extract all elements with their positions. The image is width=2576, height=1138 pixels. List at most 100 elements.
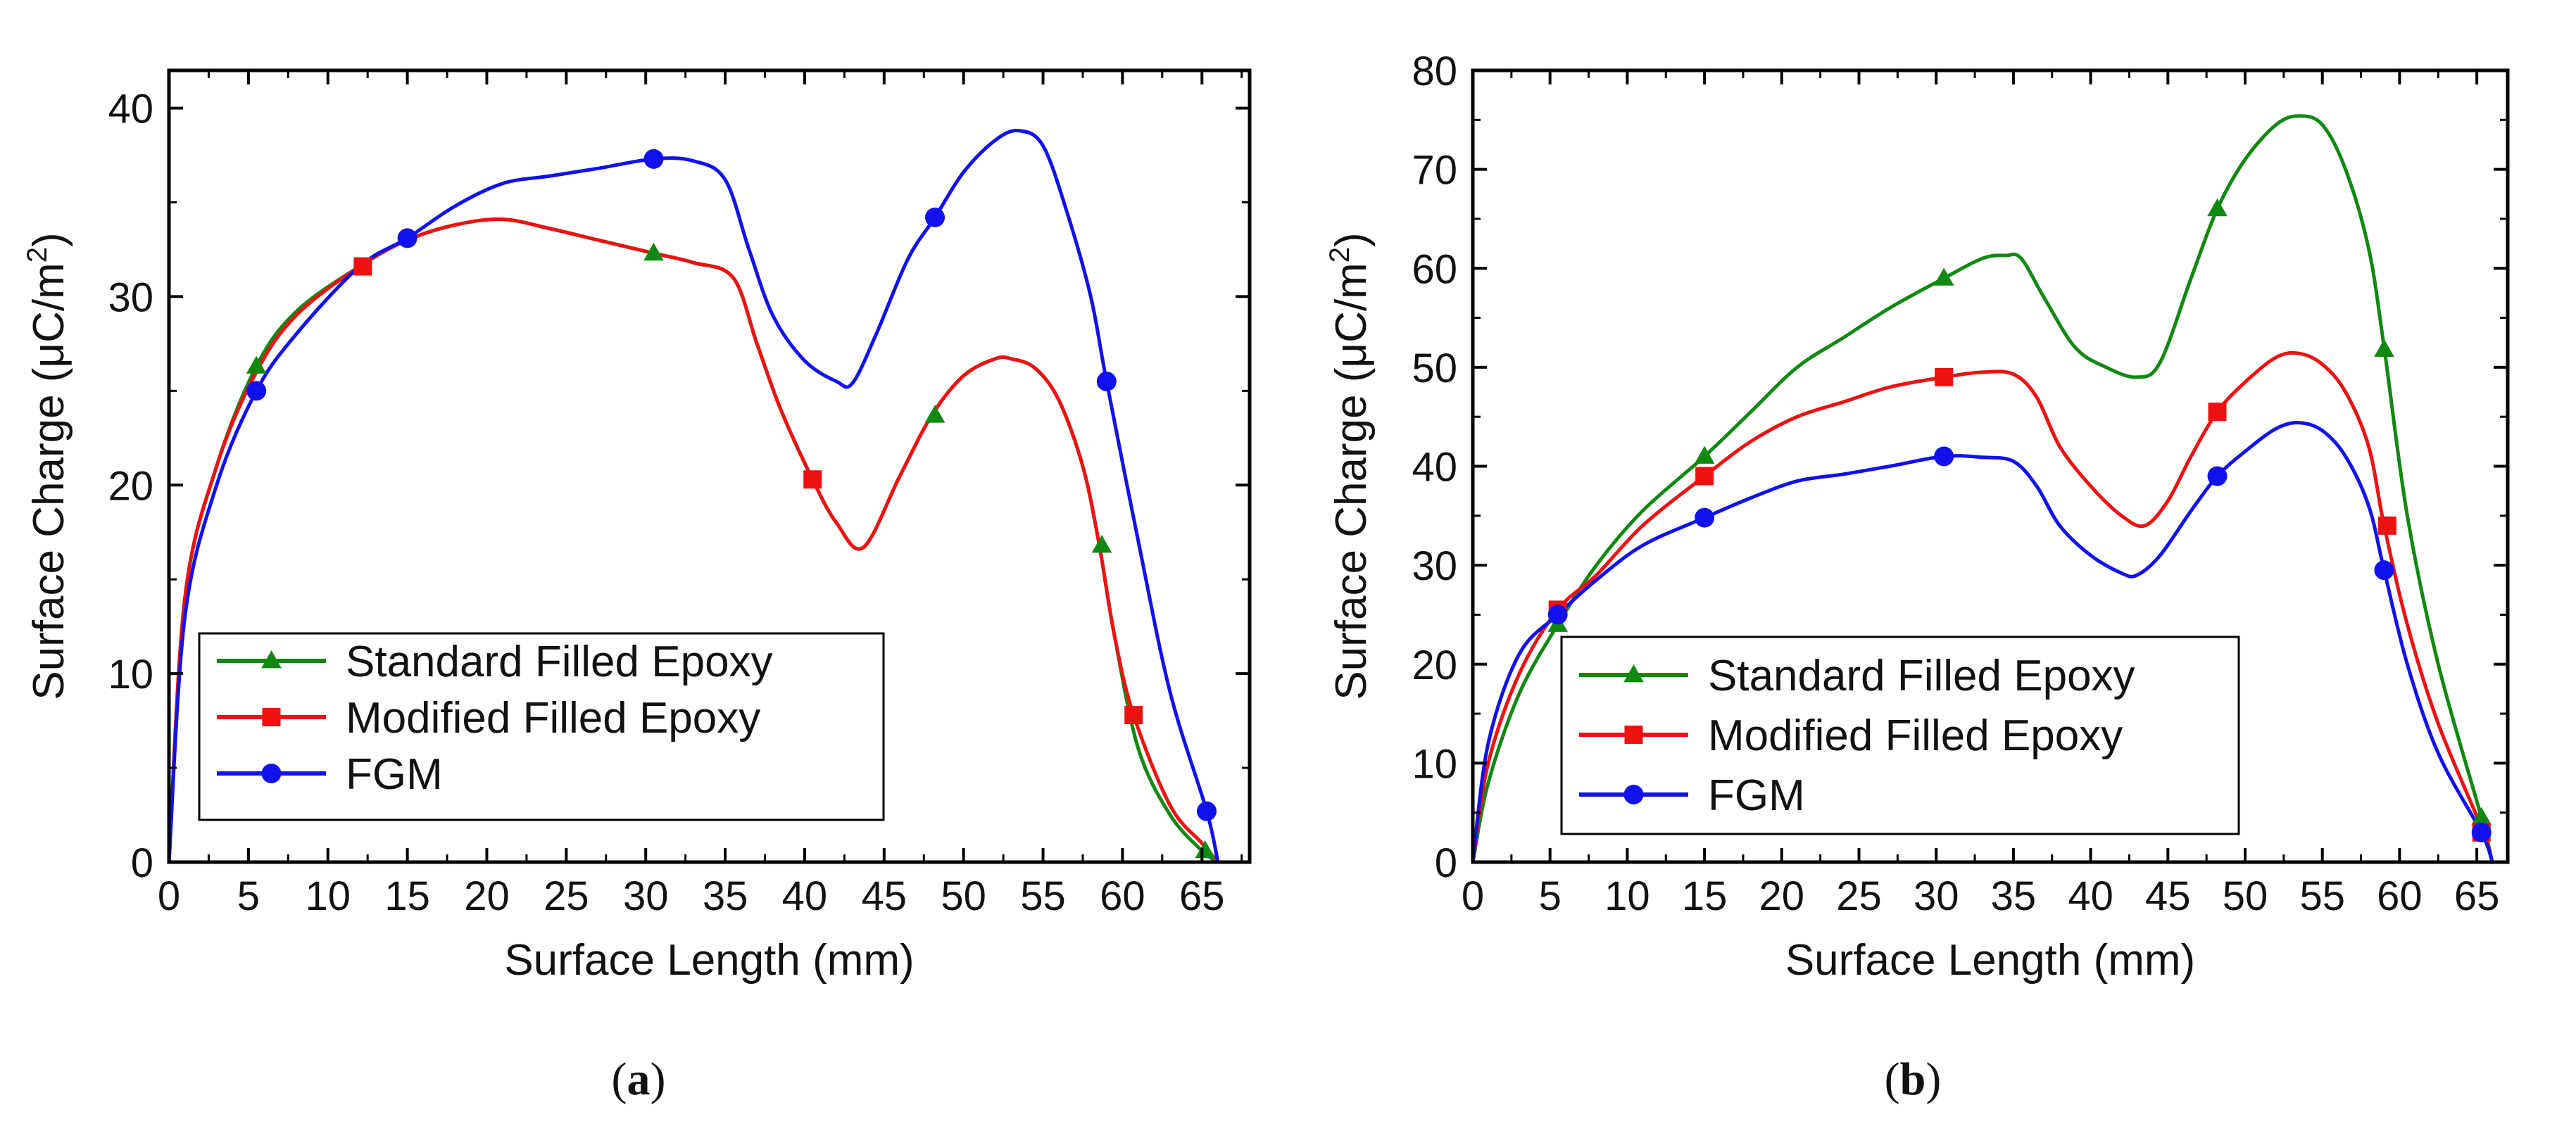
x-tick-label-a-10: 50 — [941, 873, 986, 919]
legend-label-b-0: Standard Filled Epoxy — [1708, 652, 2135, 700]
x-tick-label-b-8: 40 — [2068, 873, 2113, 919]
y-tick-label-b-8: 80 — [1412, 49, 1457, 94]
data-point-b-1-4 — [2377, 516, 2396, 535]
panel-caption-letter-a: a — [627, 1054, 651, 1105]
chart-panel-b: 0 5 10 15 20 25 30 35 40 45 50 55 60 65 0 10 20 30 40 50 60 7… — [1324, 49, 2510, 1105]
x-tick-label-a-3: 15 — [384, 873, 430, 919]
data-point-b-1-1 — [1695, 467, 1714, 486]
x-tick-label-b-13: 65 — [2454, 873, 2500, 919]
y-axis-label-sup-a: 2 — [22, 247, 53, 263]
series-line-b-2 — [1473, 421, 2494, 863]
legend-marker-b-1 — [1624, 726, 1643, 744]
x-tick-label-b-0: 0 — [1462, 873, 1484, 919]
chart-panel-a: 0 5 10 15 20 25 30 35 40 45 50 55 60 65 0 10 20 30 40 Surfa… — [22, 68, 1252, 1105]
x-tick-label-b-1: 5 — [1539, 873, 1562, 919]
y-axis-label-b: Surface Charge (μC/m2) — [1324, 232, 1376, 700]
x-tick-label-b-2: 10 — [1604, 873, 1650, 919]
data-point-a-1-2 — [1124, 706, 1143, 725]
panel-caption-b: (b) — [1885, 1054, 1942, 1105]
y-tick-label-a-0: 0 — [131, 840, 153, 886]
data-point-a-0-3 — [1091, 535, 1112, 553]
legend-b: Standard Filled Epoxy Modified Filled Epo… — [1560, 636, 2240, 835]
data-point-b-2-1 — [1695, 507, 1715, 528]
data-point-b-2-4 — [2374, 560, 2394, 581]
x-tick-label-b-12: 60 — [2377, 873, 2423, 919]
y-axis-label-a: Surface Charge (μC/m2) — [22, 232, 73, 700]
x-tick-label-a-13: 65 — [1179, 873, 1225, 919]
legend-marker-b-2 — [1623, 785, 1644, 804]
data-point-a-0-1 — [643, 242, 664, 261]
data-point-b-0-2 — [1933, 267, 1954, 286]
x-tick-label-b-4: 20 — [1759, 873, 1805, 919]
x-tick-label-a-0: 0 — [158, 873, 180, 919]
data-point-a-2-4 — [1096, 371, 1117, 391]
x-tick-label-a-1: 5 — [237, 873, 260, 919]
y-axis-label-sup-b: 2 — [1324, 247, 1355, 263]
data-point-a-0-0 — [246, 355, 267, 374]
data-point-b-2-2 — [1934, 446, 1954, 467]
y-tick-label-b-4: 40 — [1412, 445, 1457, 491]
data-point-a-2-0 — [246, 381, 267, 401]
x-tick-label-a-12: 60 — [1100, 873, 1145, 919]
data-point-a-0-4 — [1195, 840, 1216, 859]
legend-marker-a-0 — [261, 650, 282, 669]
legend-a: Standard Filled Epoxy Modified Filled Epo… — [198, 632, 885, 821]
legend-label-b-1: Modified Filled Epoxy — [1708, 712, 2123, 760]
x-tick-label-a-7: 35 — [703, 873, 748, 919]
data-point-b-2-5 — [2471, 822, 2492, 842]
y-tick-label-b-5: 50 — [1412, 346, 1457, 391]
legend-marker-a-1 — [262, 708, 281, 726]
data-point-b-1-2 — [1935, 367, 1954, 386]
data-point-b-1-3 — [2208, 403, 2227, 422]
data-point-a-1-0 — [353, 257, 372, 276]
legend-marker-a-2 — [261, 764, 282, 783]
data-point-a-2-3 — [925, 207, 945, 227]
plot-frame-a — [167, 68, 1252, 864]
y-tick-label-a-1: 10 — [108, 652, 153, 697]
y-tick-label-a-4: 40 — [108, 87, 153, 132]
panel-caption-a: (a) — [612, 1054, 666, 1105]
x-tick-label-b-6: 30 — [1914, 873, 1959, 919]
legend-label-a-1: Modified Filled Epoxy — [346, 694, 760, 742]
y-tick-label-b-3: 30 — [1412, 543, 1457, 589]
x-tick-label-b-11: 55 — [2299, 873, 2345, 919]
data-point-b-0-3 — [2207, 198, 2228, 217]
x-tick-label-a-9: 45 — [862, 873, 907, 919]
x-tick-label-a-4: 20 — [464, 873, 510, 919]
data-point-a-1-1 — [803, 470, 822, 489]
series-line-a-2 — [169, 129, 1220, 863]
legend-label-a-2: FGM — [346, 750, 443, 799]
data-point-b-0-4 — [2374, 339, 2394, 357]
x-tick-label-a-2: 10 — [305, 873, 351, 919]
x-tick-label-b-9: 45 — [2145, 873, 2191, 919]
y-axis-label-main-a: Surface Charge (μC/m — [25, 263, 73, 700]
data-point-a-2-5 — [1197, 801, 1217, 821]
x-tick-label-b-10: 50 — [2223, 873, 2268, 919]
y-axis-label-close-a: ) — [25, 232, 73, 247]
data-point-a-0-2 — [924, 405, 945, 423]
x-tick-label-a-11: 55 — [1020, 873, 1066, 919]
y-tick-label-b-6: 60 — [1412, 246, 1457, 292]
panel-caption-letter-b: b — [1900, 1054, 1926, 1105]
x-tick-label-a-8: 40 — [782, 873, 828, 919]
y-tick-label-b-0: 0 — [1435, 840, 1457, 886]
data-point-b-2-0 — [1547, 605, 1568, 625]
x-tick-label-b-3: 15 — [1682, 873, 1728, 919]
data-point-a-2-2 — [643, 148, 664, 169]
data-point-b-0-5 — [2471, 807, 2492, 826]
x-tick-label-b-7: 35 — [1991, 873, 2037, 919]
data-point-b-0-1 — [1694, 445, 1715, 464]
x-tick-label-a-6: 30 — [623, 873, 669, 919]
data-point-b-2-3 — [2207, 466, 2228, 486]
data-point-a-2-1 — [397, 228, 417, 248]
x-axis-label-b: Surface Length (mm) — [1785, 936, 2195, 985]
y-axis-label-main-b: Surface Charge (μC/m — [1327, 263, 1376, 700]
y-tick-label-b-1: 10 — [1412, 741, 1457, 787]
y-tick-label-a-3: 30 — [108, 274, 153, 320]
legend-box-a — [198, 632, 885, 821]
x-tick-label-a-5: 25 — [544, 873, 589, 919]
y-axis-label-close-b: ) — [1327, 232, 1376, 247]
legend-marker-b-0 — [1623, 664, 1644, 683]
y-tick-label-a-2: 20 — [108, 463, 153, 509]
legend-label-a-0: Standard Filled Epoxy — [346, 638, 773, 686]
